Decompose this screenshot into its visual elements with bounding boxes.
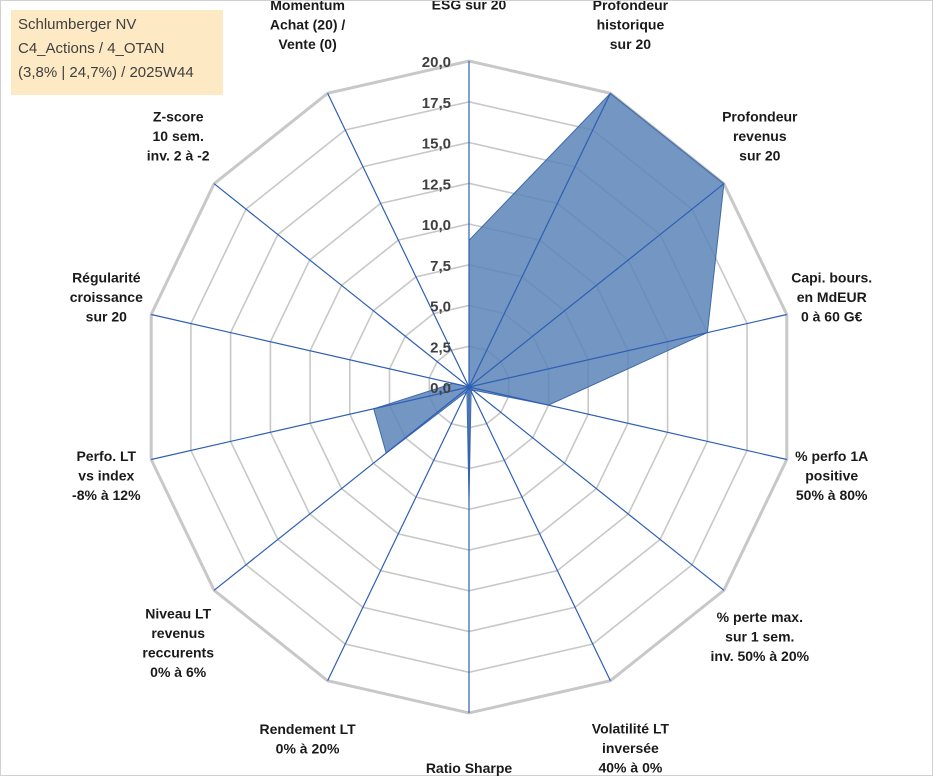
axis-label-line: reccurents (142, 644, 214, 660)
axis-label-line: Profondeur (593, 1, 669, 13)
axis-label-6: Volatilité LT inversée 40% à 0% (592, 720, 670, 775)
axis-label-line: inv. 50% à 20% (711, 648, 810, 664)
axis-label-9: Niveau LT revenus reccurents 0% à 6% (142, 605, 214, 680)
axis-label-7: Ratio Sharpe0 à 1 (426, 760, 513, 777)
spoke-11 (151, 313, 470, 388)
title-period: (3,8% | 24,7%) / 2025W44 (18, 64, 194, 81)
axis-label-line: Vente (0) (278, 36, 336, 52)
tick-label: 10,0 (422, 217, 451, 234)
radar-spokes (151, 61, 787, 713)
axis-label-2: Profondeur revenus sur 20 (722, 109, 798, 164)
axis-label-line: vs index (78, 468, 134, 484)
axis-label-line: 10 sem. (153, 128, 204, 144)
tick-label: 2,5 (430, 339, 451, 356)
tick-label: 5,0 (430, 299, 451, 316)
axis-label-12: Z-score 10 sem. inv. 2 à -2 (147, 109, 210, 164)
axis-label-line: Momentum (270, 1, 345, 13)
axis-label-3: Capi. bours. en MdEUR 0 à 60 G€ (791, 270, 872, 325)
axis-label-line: Achat (20) / (270, 17, 346, 33)
axis-label-line: 50% à 80% (796, 487, 868, 503)
spoke-8 (327, 386, 470, 681)
axis-label-line: inversée (602, 740, 659, 756)
title-company: Schlumberger NV (18, 16, 137, 33)
axis-label-line: sur 20 (86, 309, 127, 325)
spoke-3 (468, 313, 787, 388)
spoke-13 (327, 93, 470, 388)
axis-label-line: Rendement LT (259, 721, 356, 737)
axis-label-line: Perfo. LT (76, 448, 136, 464)
tick-label: 15,0 (422, 136, 451, 153)
axis-label-line: sur 1 sem. (725, 628, 794, 644)
series-area (373, 92, 725, 502)
title-category: C4_Actions / 4_OTAN (18, 40, 165, 57)
axis-label-line: Profondeur (722, 109, 798, 125)
axis-label-line: sur 20 (739, 148, 780, 164)
axis-label-line: Volatilité LT (592, 720, 670, 736)
axis-label-line: 40% à 0% (598, 759, 662, 775)
axis-label-line: croissance (70, 289, 143, 305)
axis-label-line: historique (597, 17, 665, 33)
chart-title-box: Schlumberger NV C4_Actions / 4_OTAN (3,8… (11, 10, 223, 95)
axis-label-line: 0% à 6% (150, 664, 207, 680)
tick-label: 7,5 (430, 258, 451, 275)
axis-label-line: Régularité (72, 270, 141, 286)
tick-label: 0,0 (430, 380, 451, 397)
tick-label: 12,5 (422, 176, 451, 193)
axis-label-13: Momentum Achat (20) / Vente (0) (270, 1, 346, 52)
axis-label-5: % perte max. sur 1 sem. inv. 50% à 20% (711, 609, 810, 664)
axis-label-line: inv. 2 à -2 (147, 148, 210, 164)
tick-label: 20,0 (422, 54, 451, 71)
spoke-10 (151, 386, 470, 461)
spoke-5 (468, 386, 725, 591)
axis-label-line: sur 20 (610, 36, 651, 52)
axis-label-1: Profondeur historique sur 20 (593, 1, 669, 52)
axis-label-line: % perfo 1A (795, 448, 868, 464)
radar-axis-labels: NoteESG sur 20 Profondeur historique sur 20… (70, 1, 872, 777)
radar-tick-labels: 0,0 2,5 5,0 7,5 10,0 12,5 15,0 17,5 20,0 (422, 54, 451, 397)
axis-label-line: en MdEUR (797, 289, 867, 305)
axis-label-line: % perte max. (717, 609, 803, 625)
axis-label-line: 0% à 20% (276, 741, 340, 757)
axis-label-8: Rendement LT 0% à 20% (259, 721, 356, 757)
axis-label-line: Niveau LT (145, 605, 211, 621)
spoke-12 (213, 183, 470, 388)
spoke-1 (468, 93, 611, 388)
axis-label-11: Régularité croissance sur 20 (70, 270, 143, 325)
axis-label-line: revenus (733, 128, 787, 144)
tick-label: 17,5 (422, 95, 451, 112)
axis-label-10: Perfo. LT vs index -8% à 12% (72, 448, 141, 503)
spoke-4 (468, 386, 787, 461)
axis-label-line: 0 à 60 G€ (801, 309, 863, 325)
spoke-9 (213, 386, 470, 591)
axis-label-line: ESG sur 20 (432, 1, 507, 13)
radar-series (373, 92, 725, 502)
axis-label-0: NoteESG sur 20 (432, 1, 507, 13)
axis-label-line: Capi. bours. (791, 270, 872, 286)
axis-label-4: % perfo 1A positive 50% à 80% (795, 448, 868, 503)
axis-label-line: Z-score (153, 109, 204, 125)
axis-label-line: positive (805, 468, 858, 484)
spoke-6 (468, 386, 611, 681)
axis-label-line: revenus (151, 625, 205, 641)
axis-label-line: Ratio Sharpe (426, 760, 513, 776)
axis-label-line: -8% à 12% (72, 487, 141, 503)
spoke-2 (468, 183, 725, 388)
